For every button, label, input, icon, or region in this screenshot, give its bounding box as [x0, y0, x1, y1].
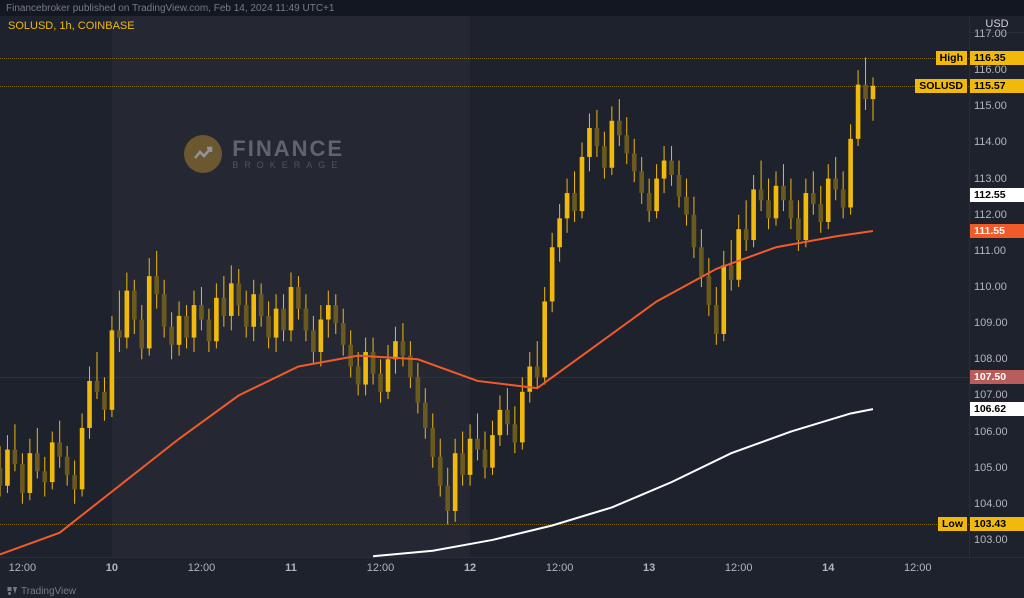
price-marker-last[interactable]: 115.57	[970, 79, 1024, 93]
price-tick: 116.00	[970, 64, 1024, 76]
tradingview-logo-text: TradingView	[21, 586, 76, 597]
price-marker-ma1[interactable]: 112.55	[970, 188, 1024, 202]
price-tick: 112.00	[970, 209, 1024, 221]
time-tick: 12:00	[546, 562, 574, 574]
publish-header: Financebroker published on TradingView.c…	[0, 0, 1024, 16]
price-axis[interactable]: USD 117.00116.00115.00114.00113.00112.00…	[970, 16, 1024, 558]
price-tick: 109.00	[970, 317, 1024, 329]
price-marker-ma3[interactable]: 106.62	[970, 402, 1024, 416]
price-marker-ma2[interactable]: 111.55	[970, 224, 1024, 238]
time-tick: 11	[285, 562, 297, 574]
price-tick: 110.00	[970, 281, 1024, 293]
time-tick: 12:00	[9, 562, 37, 574]
price-tick: 114.00	[970, 136, 1024, 148]
price-marker-label-last: SOLUSD	[915, 79, 967, 93]
price-tick: 113.00	[970, 173, 1024, 185]
chart-area[interactable]: FINANCE BROKERAGE HighSOLUSDLow	[0, 16, 970, 558]
ticker-exchange: COINBASE	[78, 20, 135, 32]
time-tick: 13	[643, 562, 655, 574]
price-marker-label-low: Low	[938, 517, 967, 531]
price-tick: 111.00	[970, 245, 1024, 257]
price-marker-high[interactable]: 116.35	[970, 51, 1024, 65]
time-tick: 12:00	[725, 562, 753, 574]
time-tick: 12:00	[188, 562, 216, 574]
price-tick: 115.00	[970, 100, 1024, 112]
price-tick: 108.00	[970, 353, 1024, 365]
ticker-interval: 1h	[59, 20, 71, 32]
time-tick: 12	[464, 562, 476, 574]
tradingview-logo[interactable]: TradingView	[6, 585, 76, 597]
ticker-info[interactable]: SOLUSD, 1h, COINBASE	[4, 16, 139, 36]
time-tick: 12:00	[367, 562, 395, 574]
price-marker-ref[interactable]: 107.50	[970, 370, 1024, 384]
time-tick: 14	[822, 562, 834, 574]
publish-text: Financebroker published on TradingView.c…	[6, 3, 334, 14]
price-marker-low[interactable]: 103.43	[970, 517, 1024, 531]
time-tick: 10	[106, 562, 118, 574]
ticker-symbol: SOLUSD	[8, 20, 53, 32]
time-tick: 12:00	[904, 562, 932, 574]
ma-short-line	[0, 231, 873, 554]
price-marker-label-high: High	[936, 51, 967, 65]
price-tick: 117.00	[970, 28, 1024, 40]
chart-svg	[0, 16, 970, 558]
time-axis[interactable]: 12:00 10 12:00 11 12:00 12 12:00 13 12:00 14 12:00	[0, 558, 970, 582]
price-tick: 104.00	[970, 498, 1024, 510]
price-tick: 107.00	[970, 389, 1024, 401]
price-tick: 105.00	[970, 462, 1024, 474]
price-tick: 106.00	[970, 426, 1024, 438]
price-tick: 103.00	[970, 534, 1024, 546]
